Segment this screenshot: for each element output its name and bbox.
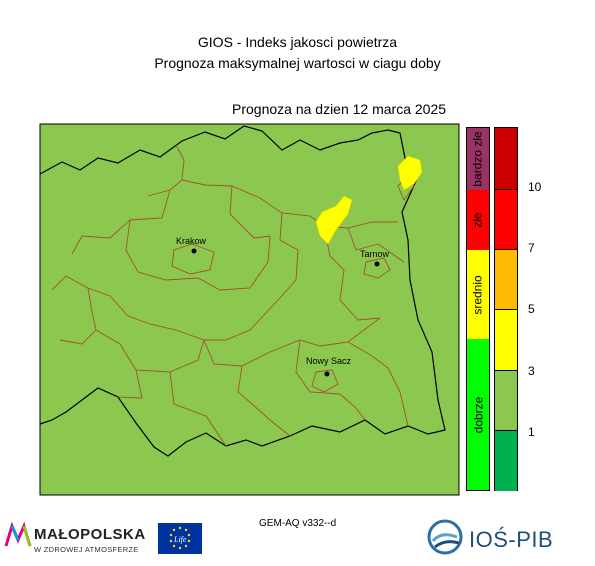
scale-tick-label: 7: [528, 241, 535, 255]
city-nowy-sacz: Nowy Sacz: [306, 356, 352, 377]
band-bad: złe: [467, 190, 489, 250]
scale-tick-label: 5: [528, 302, 535, 316]
city-marker: [374, 261, 380, 267]
city-label: Krakow: [176, 236, 207, 246]
city-label: Nowy Sacz: [306, 356, 352, 366]
band-label: dobrze: [471, 396, 486, 433]
malopolska-mark-icon: [4, 522, 32, 547]
scale-step: [495, 249, 517, 310]
city-tarnow: Tarnow: [360, 249, 390, 267]
scale-tick-label: 3: [528, 364, 535, 378]
scale-step: [495, 189, 517, 250]
forecast-date: Prognoza na dzien 12 marca 2025: [232, 101, 447, 117]
color-scale: [494, 127, 518, 491]
band-label: złe: [471, 212, 485, 228]
eu-stars-icon: Life: [169, 526, 191, 550]
band-very-bad: bardzo złe: [467, 128, 489, 190]
band-good: dobrze: [467, 339, 489, 490]
ios-pib-logo: IOŚ-PIB: [427, 519, 553, 560]
ios-pib-mark-icon: [427, 519, 463, 555]
map-title: GIOS - Indeks jakosci powietrza: [197, 34, 398, 50]
model-version: GEM-AQ v332--d: [259, 518, 337, 529]
city-marker: [191, 248, 197, 254]
ios-pib-wordmark: IOŚ-PIB: [469, 527, 554, 552]
scale-step: [495, 430, 517, 491]
city-marker: [324, 371, 330, 377]
scale-step: [495, 309, 517, 371]
band-moderate: srednio: [467, 250, 489, 339]
map-background: [39, 123, 460, 496]
scale-tick-label: 1: [528, 425, 535, 439]
city-krakow: Krakow: [176, 236, 207, 254]
city-label: Tarnow: [360, 249, 390, 259]
scale-tick-label: 10: [528, 180, 542, 194]
forecast-patches: [315, 155, 423, 245]
voivodeship-border: [39, 125, 446, 457]
malopolska-wordmark: MAŁOPOLSKA: [34, 526, 146, 543]
band-label: srednio: [471, 274, 486, 315]
county-borders: [51, 144, 415, 447]
life-logo-text: Life: [173, 535, 187, 544]
scale-step: [495, 128, 517, 189]
category-legend: bardzo złe złe srednio dobrze: [466, 127, 490, 491]
map-subtitle: Prognoza maksymalnej wartosci w ciagu do…: [154, 55, 441, 71]
scale-step: [495, 370, 517, 431]
malopolska-tagline: W ZDROWEJ ATMOSFERZE: [34, 545, 139, 554]
eu-life-logo: Life: [158, 523, 202, 554]
band-label: bardzo złe: [471, 131, 485, 187]
